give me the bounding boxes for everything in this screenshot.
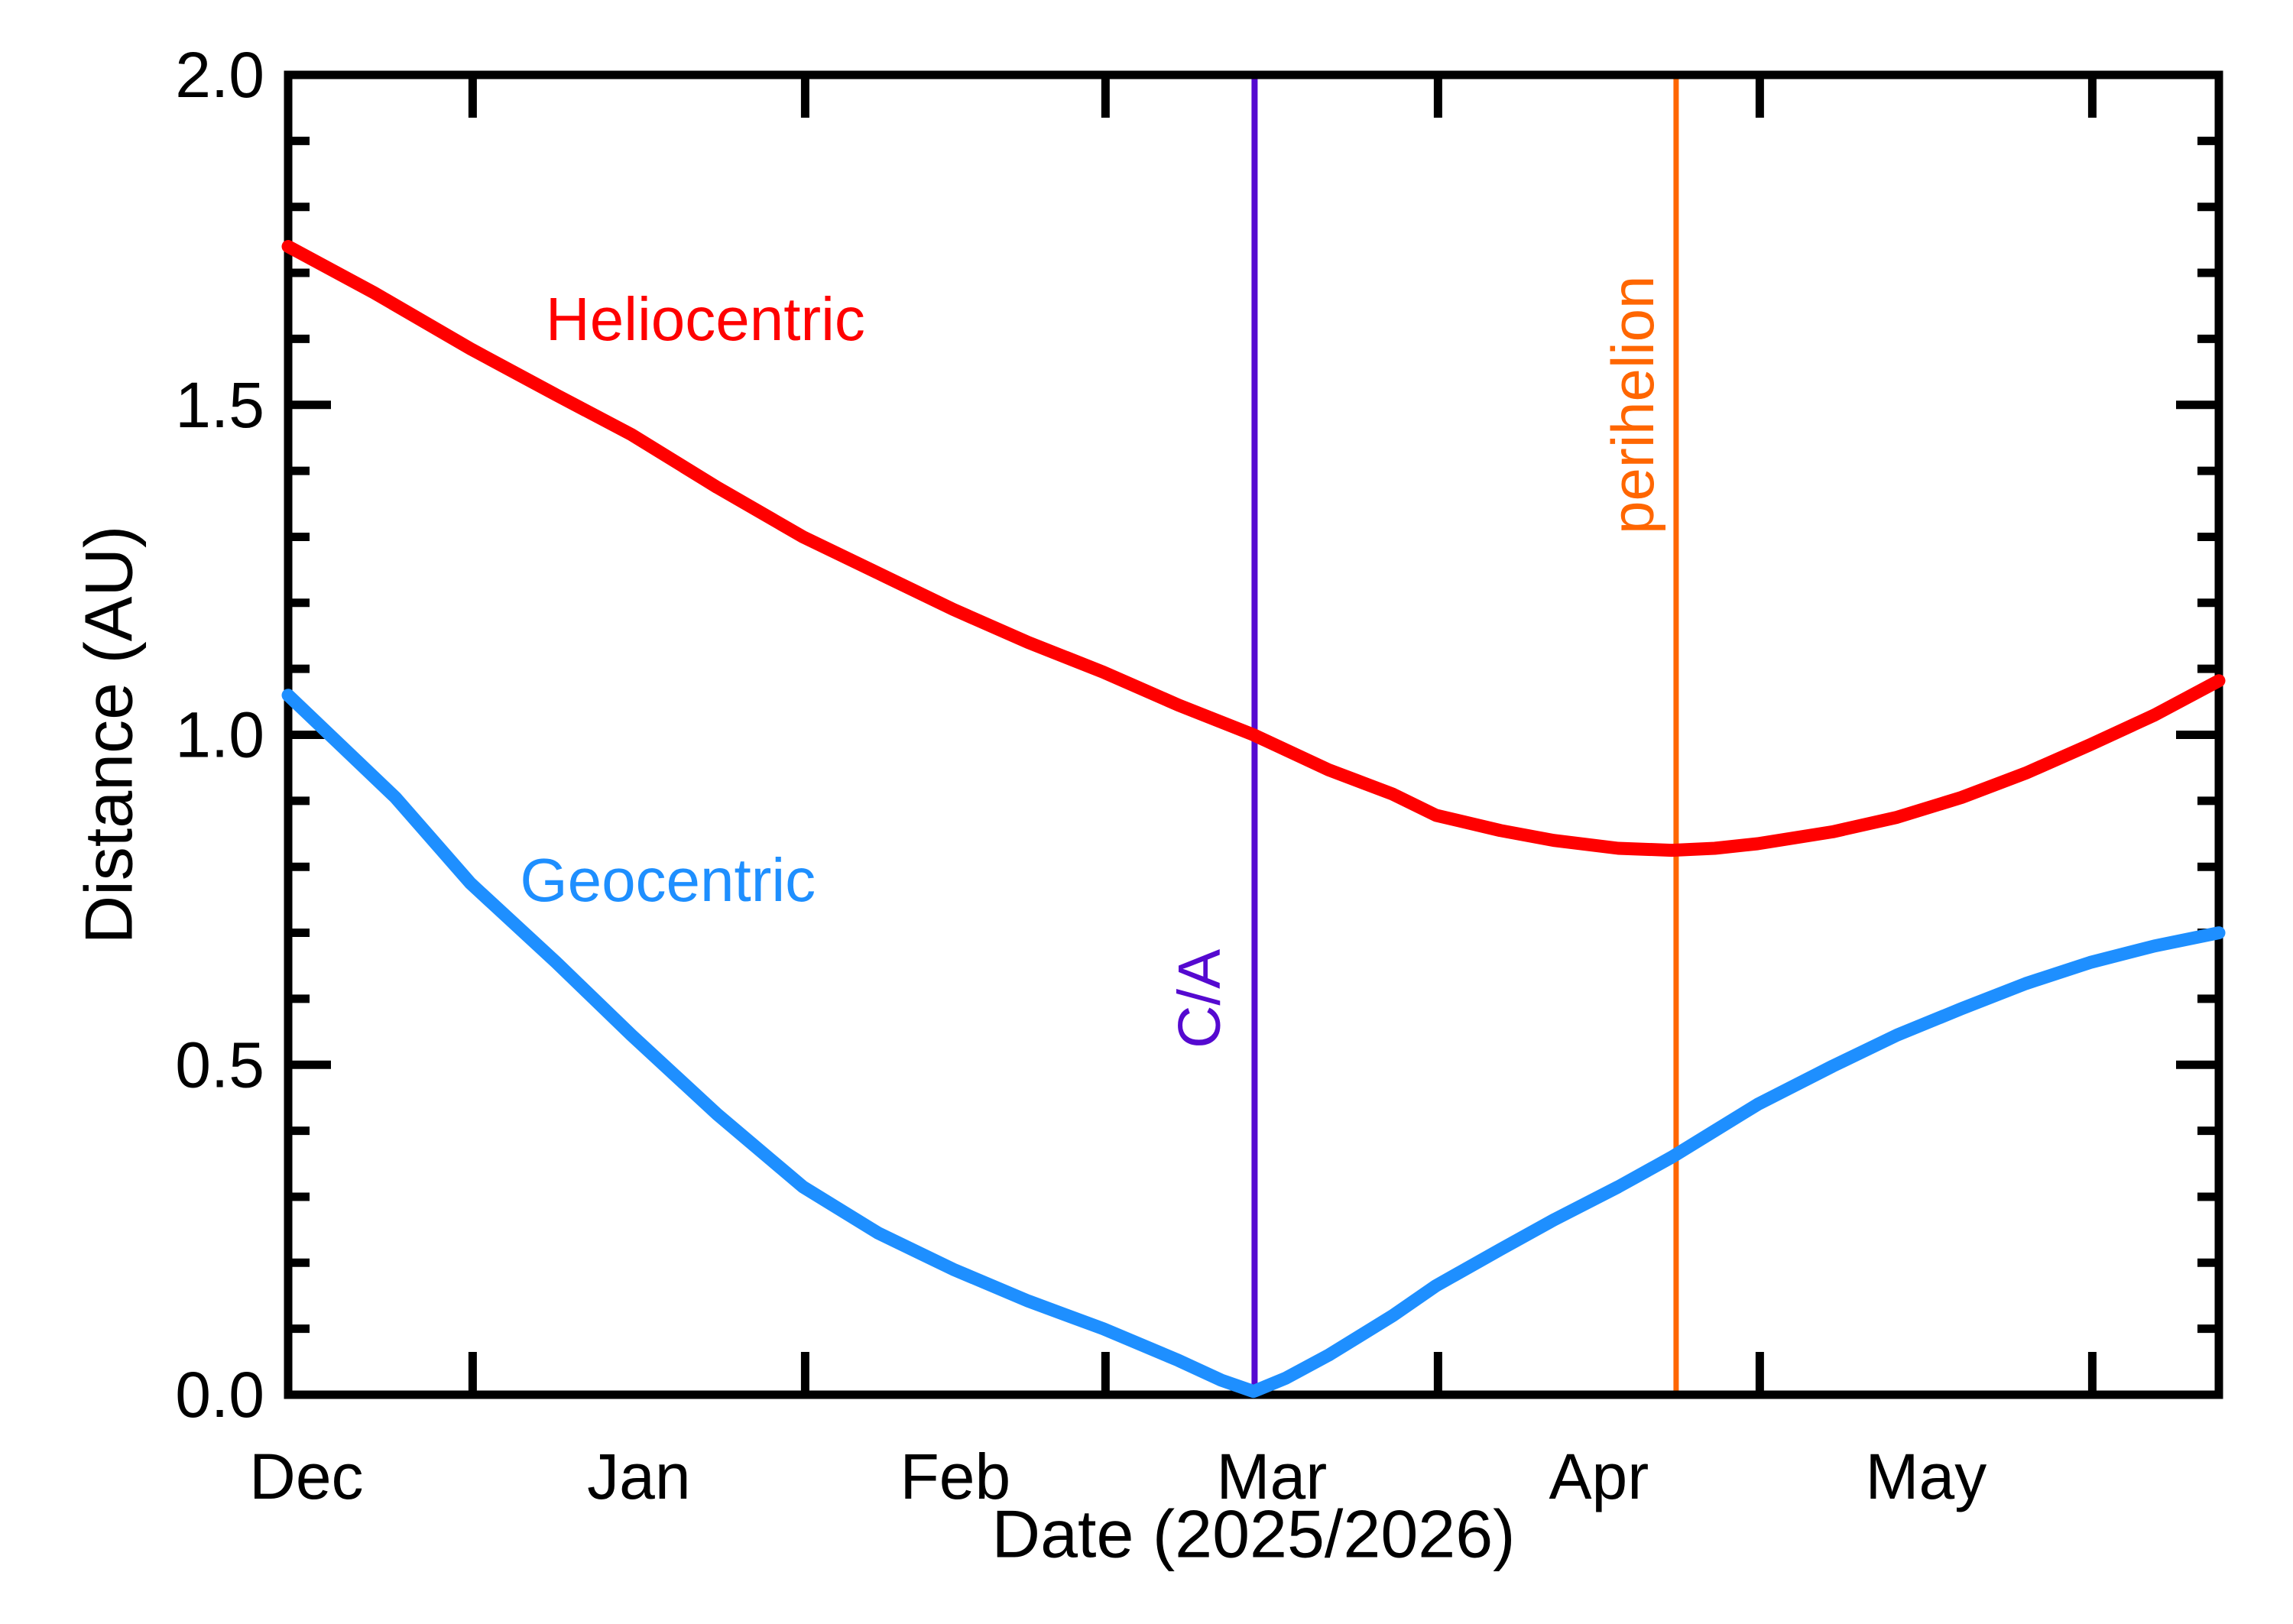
- x-tick-label-Dec: Dec: [249, 1441, 363, 1512]
- x-tick-label-Mar: Mar: [1217, 1441, 1328, 1512]
- x-tick-label-Feb: Feb: [900, 1441, 1010, 1512]
- annotation-label-closest-approach: C/A: [1165, 949, 1232, 1049]
- x-tick-label-May: May: [1866, 1441, 1987, 1512]
- annotation-label-perihelion: perihelion: [1599, 276, 1666, 534]
- series-label-heliocentric: Heliocentric: [546, 285, 865, 353]
- y-tick-label-1.5: 1.5: [175, 369, 264, 441]
- y-tick-label-0.5: 0.5: [175, 1029, 264, 1100]
- x-tick-label-Jan: Jan: [587, 1441, 690, 1512]
- y-tick-label-0.0: 0.0: [175, 1359, 264, 1431]
- series-curve-geocentric: [281, 689, 2226, 1399]
- y-tick-label-2.0: 2.0: [175, 39, 264, 111]
- y-axis-title: Distance (AU): [71, 526, 147, 945]
- series-label-geocentric: Geocentric: [520, 846, 816, 914]
- x-tick-label-Apr: Apr: [1549, 1441, 1649, 1512]
- x-axis-title: Date (2025/2026): [992, 1496, 1516, 1572]
- y-tick-label-1.0: 1.0: [175, 699, 264, 771]
- series-curve-heliocentric: [281, 240, 2226, 857]
